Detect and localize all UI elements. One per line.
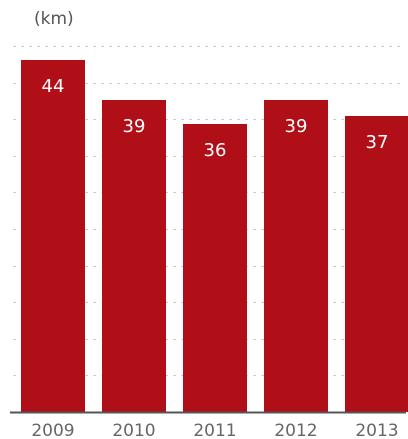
bar <box>345 116 408 412</box>
data-label: 39 <box>123 116 146 137</box>
data-label: 39 <box>285 116 308 137</box>
bar <box>183 124 247 412</box>
bar <box>21 60 85 412</box>
x-tick-label: 2010 <box>112 421 155 439</box>
bar <box>102 100 166 412</box>
x-tick-label: 2009 <box>31 421 74 439</box>
unit-label: (km) <box>34 9 74 29</box>
data-label: 36 <box>204 140 227 161</box>
x-tick-label: 2012 <box>274 421 317 439</box>
data-label: 44 <box>42 76 65 97</box>
x-tick-label: 2013 <box>355 421 398 439</box>
bar <box>264 100 328 412</box>
x-tick-label: 2011 <box>193 421 236 439</box>
data-label: 37 <box>366 132 389 153</box>
